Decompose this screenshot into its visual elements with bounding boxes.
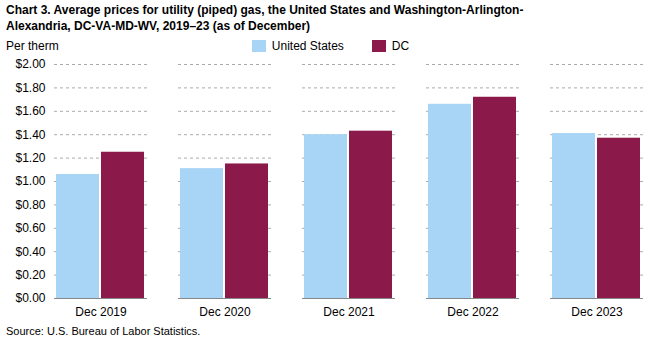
svg-text:$0.60: $0.60 <box>15 221 45 235</box>
svg-text:$1.40: $1.40 <box>15 128 45 142</box>
html-text:Per therm: Per therm <box>6 39 59 54</box>
svg-text:$0.00: $0.00 <box>15 292 45 306</box>
html-text:United States: United States <box>271 39 344 54</box>
html-text:DC: DC <box>391 39 410 54</box>
html-text:Source: U.S. Bureau of Labor S: Source: U.S. Bureau of Labor Statistics. <box>6 325 201 338</box>
svg-text:$1.80: $1.80 <box>15 81 45 95</box>
svg-text:$1.60: $1.60 <box>15 104 45 118</box>
svg-text:Dec 2020: Dec 2020 <box>199 305 251 319</box>
svg-text:Dec 2019: Dec 2019 <box>75 305 127 319</box>
svg-text:$0.20: $0.20 <box>15 268 45 282</box>
svg-text:Dec 2021: Dec 2021 <box>323 305 375 319</box>
svg-text:Dec 2022: Dec 2022 <box>447 305 499 319</box>
svg-text:$1.00: $1.00 <box>15 175 45 189</box>
svg-text:$0.40: $0.40 <box>15 245 45 259</box>
svg-text:$2.00: $2.00 <box>15 58 45 72</box>
svg-text:$0.80: $0.80 <box>15 198 45 212</box>
svg-text:$1.20: $1.20 <box>15 151 45 165</box>
svg-text:Dec 2023: Dec 2023 <box>571 305 623 319</box>
html-text:Chart 3. Average prices for ut: Chart 3. Average prices for utility (pip… <box>6 3 524 33</box>
